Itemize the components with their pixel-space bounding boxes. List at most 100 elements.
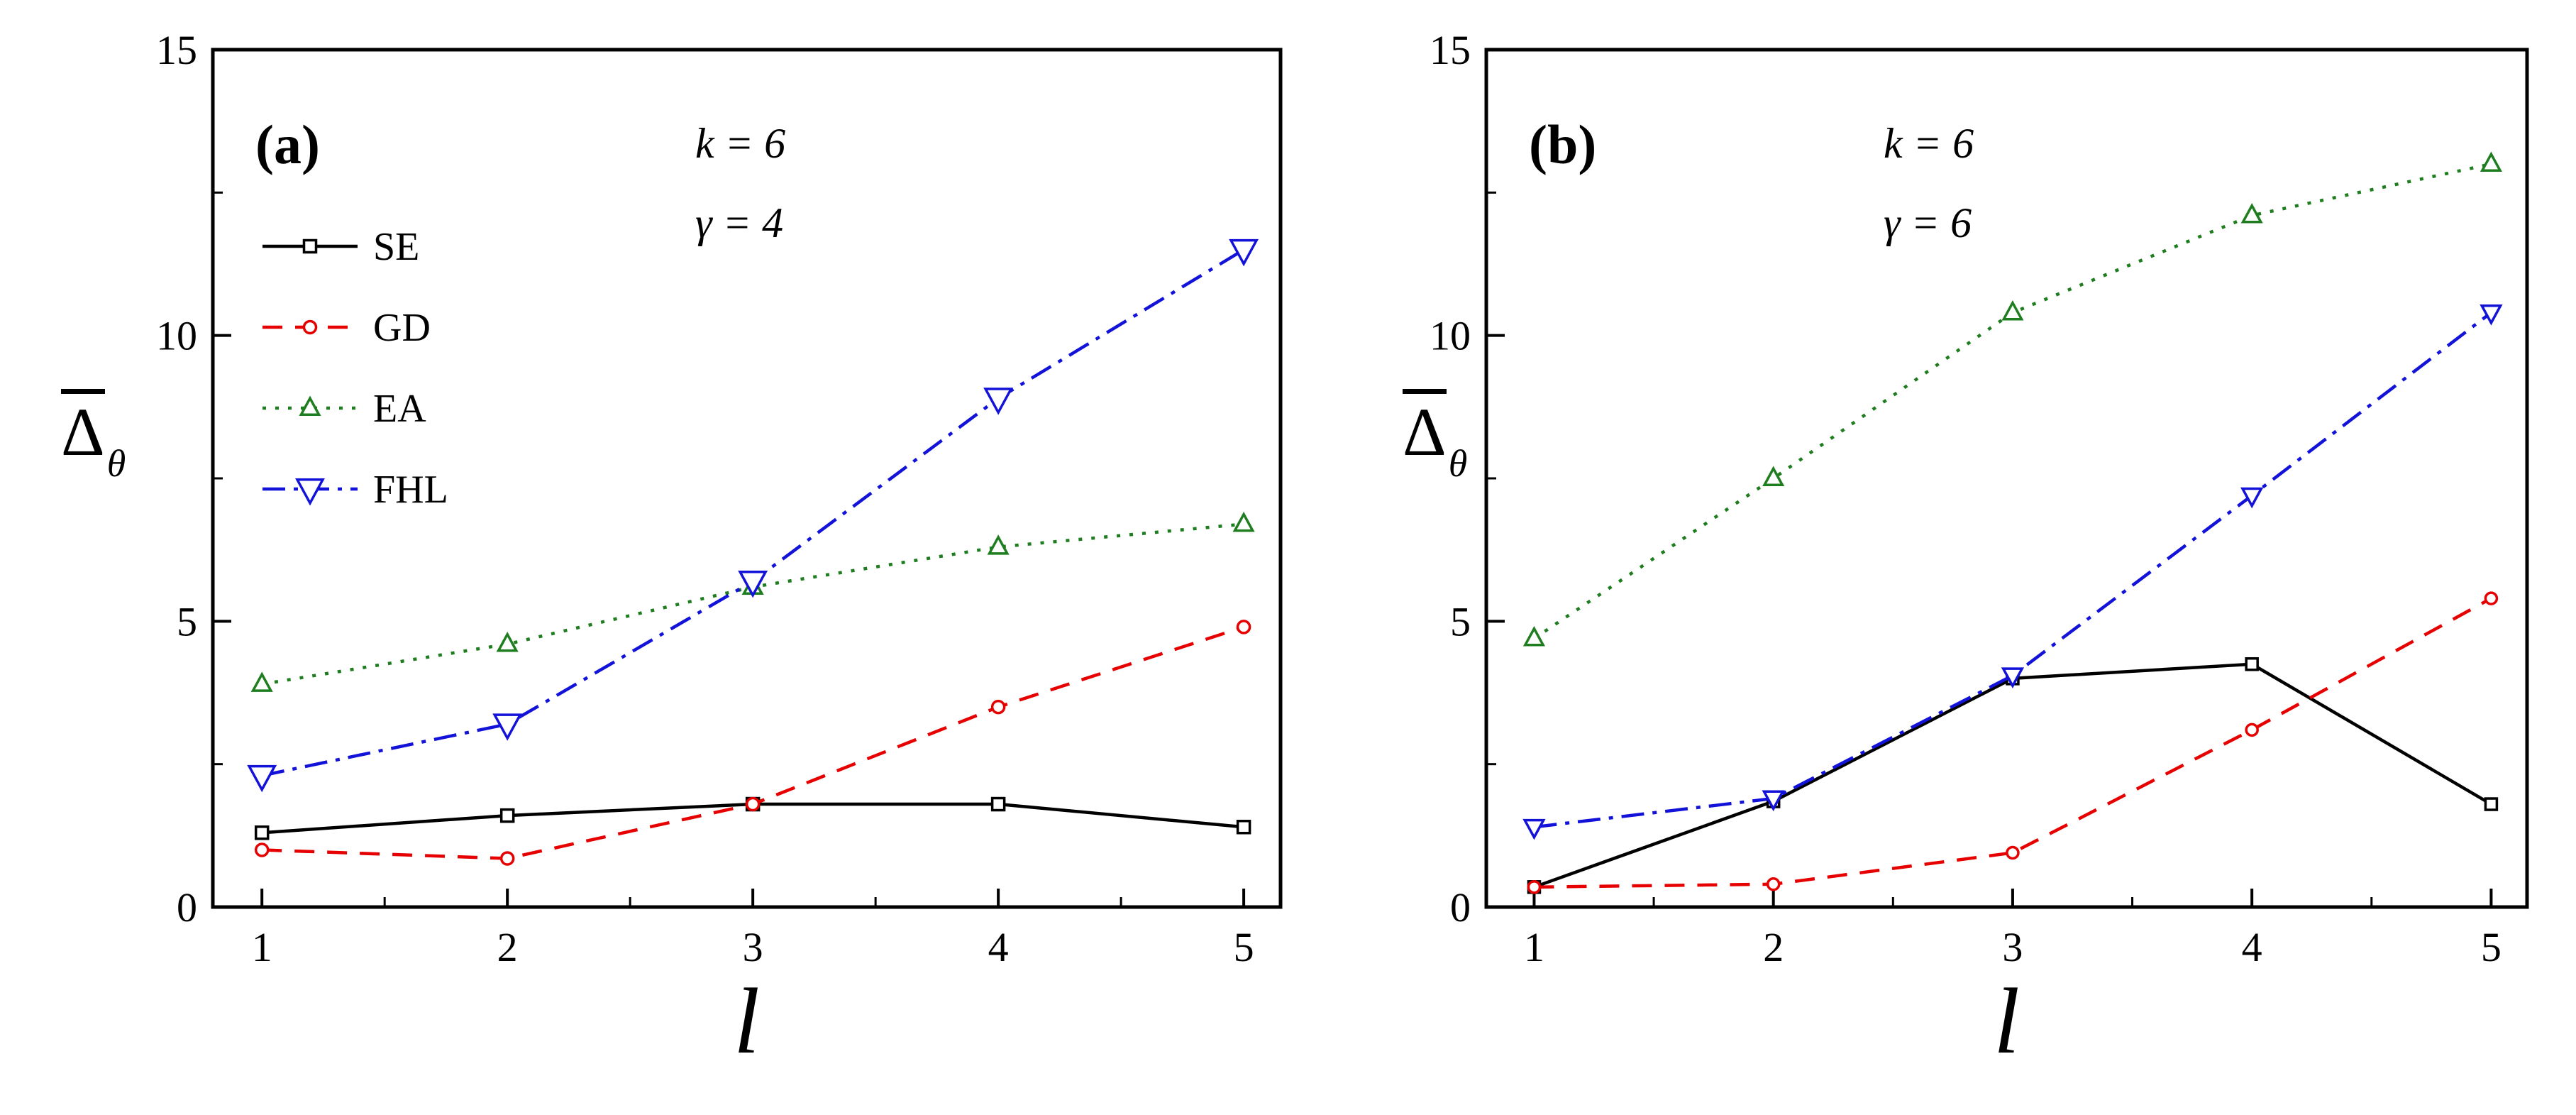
marker-triangle-up (299, 395, 321, 416)
chart-panel-b: Δθ 1 2 3 4 5 0 5 10 15 (b) k = 6 γ = 6 l (1288, 0, 2575, 1115)
marker-triangle-down (295, 478, 325, 506)
x-axis: 1 2 3 4 5 (252, 889, 1254, 970)
y-tick-label: 0 (177, 884, 197, 930)
annotations: k = 6 γ = 6 (1884, 120, 1974, 246)
marker-triangle-down (983, 388, 1014, 415)
marker-triangle-up (987, 534, 1010, 555)
marker-circle (2245, 723, 2259, 737)
marker-triangle-down (1229, 238, 1259, 267)
chart-b-canvas-host: 1 2 3 4 5 0 5 10 15 (b) k = 6 γ = 6 l (1288, 0, 2575, 1115)
series-EA (250, 511, 1255, 692)
panel-label: (b) (1529, 114, 1596, 175)
marker-circle (254, 842, 270, 857)
marker-circle (1236, 620, 1251, 635)
marker-triangle-down (2240, 487, 2264, 509)
marker-square (990, 796, 1006, 812)
x-axis-title: l (1994, 969, 2020, 1073)
annotation: γ = 4 (695, 199, 783, 246)
y-tick-label: 15 (1430, 27, 1471, 73)
marker-triangle-down (1522, 818, 1546, 840)
theta-subscript: θ (1448, 442, 1468, 485)
x-tick-label: 5 (1234, 924, 1254, 970)
x-axis: 1 2 3 4 5 (1524, 889, 2502, 970)
series-EA (1522, 151, 2502, 647)
chart-a-canvas-host: 1 2 3 4 5 0 5 10 15 SE GD EA FHL (a) k = 6 γ = 4 l (156, 27, 1283, 1073)
marker-triangle-up (2001, 300, 2024, 321)
marker-circle (990, 699, 1006, 715)
marker-triangle-up (1522, 625, 1545, 647)
series-FHL (1522, 304, 2503, 840)
chart-canvas: 1 2 3 4 5 0 5 10 15 (b) k = 6 γ = 6 l (1430, 27, 2529, 1073)
series-EA-line (1533, 162, 2492, 640)
marker-square (2245, 657, 2259, 671)
series-EA-line (261, 522, 1244, 686)
chart-panel-a: Δθ 1 2 3 4 5 0 5 10 15 SE GD EA FHL (a) k = 6 γ = 4 l (61, 27, 1283, 1073)
marker-triangle-up (1762, 466, 1785, 486)
y-axis: 0 5 10 15 (156, 27, 231, 930)
x-tick-label: 4 (2242, 924, 2262, 970)
x-tick-label: 4 (988, 924, 1009, 970)
marker-circle (2484, 591, 2499, 605)
legend-label-GD: GD (373, 306, 431, 350)
x-tick-label: 1 (1524, 924, 1544, 970)
marker-square (499, 808, 515, 823)
marker-triangle-down (247, 764, 277, 793)
marker-circle (499, 851, 515, 866)
marker-triangle-up (2240, 203, 2263, 224)
delta-bar-symbol: Δ (1403, 389, 1447, 466)
axis-box (1484, 48, 2529, 909)
marker-square (254, 825, 270, 840)
marker-triangle-down (2001, 667, 2025, 689)
x-axis-title: l (734, 969, 760, 1073)
marker-square (2484, 797, 2499, 811)
chart-canvas: 1 2 3 4 5 0 5 10 15 SE GD EA FHL (a) k = 6 γ = 4 l (156, 27, 1283, 1073)
y-tick-label: 10 (1430, 313, 1471, 359)
legend-label-SE: SE (373, 225, 419, 269)
annotation: k = 6 (1884, 120, 1974, 167)
y-axis-title: Δθ (61, 389, 126, 485)
annotation: k = 6 (695, 120, 785, 167)
annotations: k = 6 γ = 4 (695, 120, 785, 246)
y-tick-label: 5 (1450, 598, 1471, 644)
marker-triangle-up (250, 671, 273, 692)
y-tick-label: 15 (156, 27, 197, 73)
x-tick-label: 2 (1763, 924, 1784, 970)
y-tick-label: 0 (1450, 884, 1471, 930)
delta-bar-symbol: Δ (61, 389, 105, 466)
series-GD (1527, 591, 2499, 894)
marker-square (302, 238, 318, 254)
x-tick-label: 1 (252, 924, 272, 970)
marker-triangle-down (2480, 304, 2503, 326)
series-GD-line (1534, 597, 2492, 889)
marker-circle (1766, 877, 1781, 891)
y-tick-label: 5 (177, 598, 197, 644)
marker-circle (745, 796, 761, 812)
marker-circle (1527, 880, 1542, 894)
x-tick-label: 5 (2481, 924, 2502, 970)
marker-triangle-up (496, 632, 519, 652)
legend-label-EA: EA (373, 387, 426, 431)
y-axis-title: Δθ (1403, 389, 1467, 485)
x-tick-label: 2 (497, 924, 518, 970)
y-tick-label: 10 (156, 313, 197, 359)
theta-subscript: θ (106, 442, 126, 485)
x-tick-label: 3 (2002, 924, 2023, 970)
marker-circle (2006, 845, 2020, 860)
series-FHL (247, 238, 1259, 793)
series-GD (254, 620, 1251, 866)
marker-triangle-up (2480, 151, 2502, 172)
marker-triangle-down (738, 571, 768, 598)
marker-triangle-up (1232, 511, 1255, 532)
series-FHL-line (1534, 311, 2492, 829)
marker-square (1236, 820, 1251, 835)
legend: SE GD EA FHL (262, 225, 448, 512)
legend-label-FHL: FHL (373, 468, 448, 512)
marker-triangle-down (1762, 790, 1785, 812)
annotation: γ = 6 (1884, 199, 1972, 246)
marker-circle (302, 319, 318, 335)
marker-triangle-down (492, 713, 523, 741)
x-tick-label: 3 (743, 924, 763, 970)
panel-label: (a) (255, 114, 320, 175)
y-axis: 0 5 10 15 (1430, 27, 1505, 930)
